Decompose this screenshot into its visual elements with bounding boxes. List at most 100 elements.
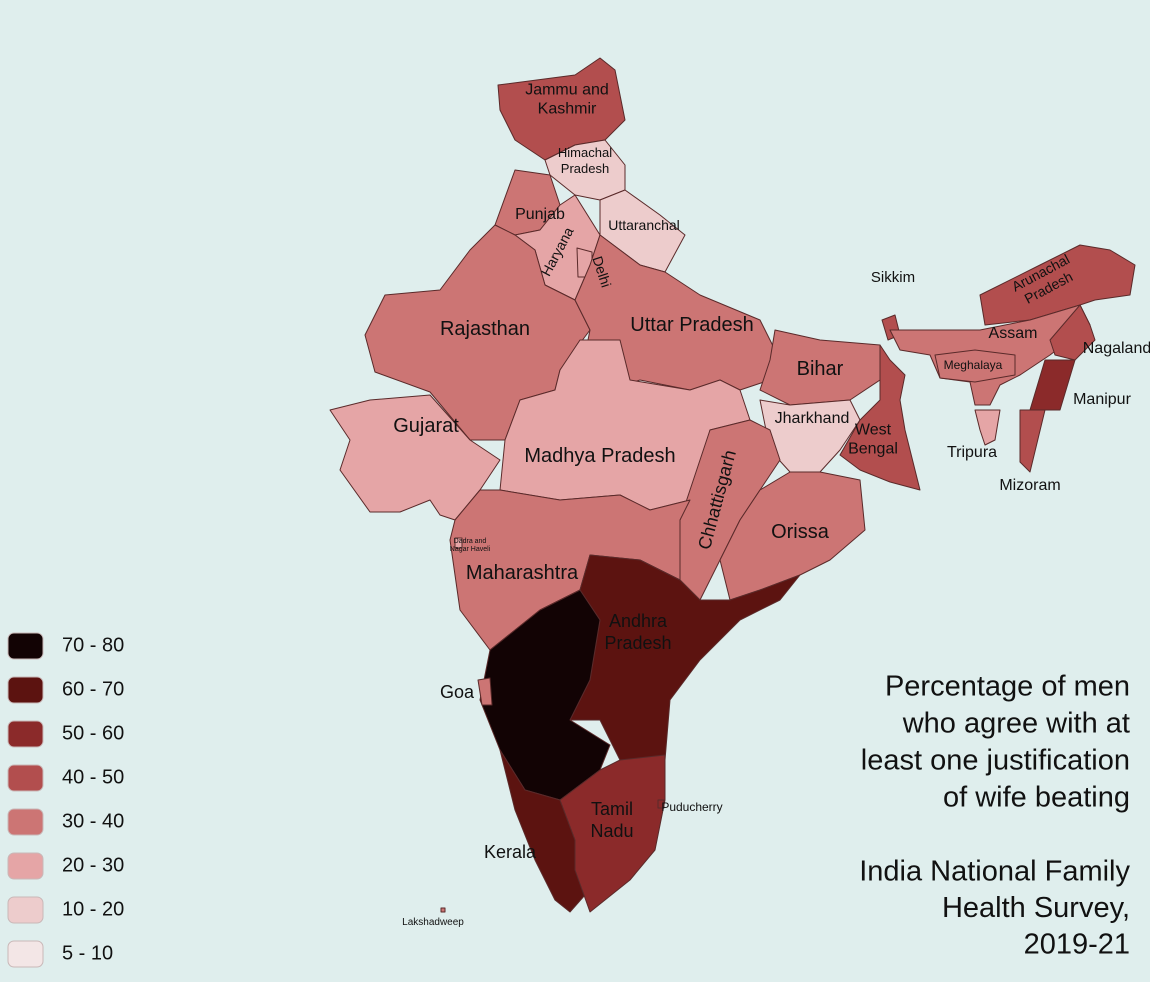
state-shape: [1029, 359, 1076, 411]
state-shape: [1019, 409, 1046, 473]
state-label: West Bengal: [848, 422, 898, 458]
legend: 70 - 80 60 - 70 50 - 60 40 - 50 30 - 40 20 - …: [7, 632, 124, 968]
label-line: Pradesh: [561, 161, 609, 176]
label-line: Jharkhand: [775, 410, 850, 427]
state-label: Lakshadweep: [402, 917, 464, 928]
state-label: Sikkim: [871, 269, 915, 286]
state-shape: [329, 394, 501, 521]
label-line: West: [855, 422, 892, 439]
states: [329, 57, 1136, 913]
source-line: India National Family: [859, 856, 1130, 888]
label-line: Kashmir: [538, 101, 597, 118]
legend-label: 30 - 40: [62, 810, 124, 832]
legend-swatch: [7, 632, 44, 660]
state-label: Kerala: [484, 842, 537, 862]
state-label: Tripura: [947, 444, 997, 461]
label-line: Tripura: [947, 444, 997, 461]
state-shape: [440, 907, 446, 913]
legend-swatch: [7, 720, 44, 748]
label-line: Orissa: [771, 521, 830, 543]
label-line: Madhya Pradesh: [524, 445, 675, 467]
legend-label: 50 - 60: [62, 722, 124, 744]
legend-label: 20 - 30: [62, 854, 124, 876]
label-line: Uttar Pradesh: [630, 314, 753, 336]
state-label: Puducherry: [661, 800, 722, 814]
legend-swatch: [7, 676, 44, 704]
state-label: Assam: [989, 325, 1038, 342]
state-shape: [559, 754, 666, 913]
state-shape: [454, 537, 463, 549]
state-shape: [499, 749, 586, 913]
legend-swatch: [7, 852, 44, 880]
state-shape: [974, 409, 1001, 446]
label-line: Rajasthan: [440, 318, 530, 340]
state-shape: [839, 344, 921, 491]
label-line: Himachal: [558, 146, 612, 161]
state-label: Jharkhand: [775, 410, 850, 427]
state-label: Madhya Pradesh: [524, 445, 675, 467]
state-shape: [934, 349, 1016, 383]
state-label: Andhra Pradesh: [604, 611, 671, 653]
state-label: Meghalaya: [944, 358, 1003, 372]
state-label: Bihar: [797, 358, 844, 380]
label-line: Assam: [989, 325, 1038, 342]
legend-label: 5 - 10: [62, 942, 113, 964]
label-line: Nadu: [590, 821, 633, 841]
state-label: Dadra and Nagar Haveli: [450, 538, 491, 553]
state-label: Maharashtra: [466, 562, 579, 584]
notes: Percentage of men who agree with at least …: [859, 671, 1130, 961]
legend-swatch: [7, 764, 44, 792]
label-line: Goa: [440, 682, 475, 702]
state-label: Rajasthan: [440, 318, 530, 340]
label-line: Bengal: [848, 441, 898, 458]
label-line: Kerala: [484, 842, 537, 862]
label-line: Sikkim: [871, 269, 915, 286]
label-line: Uttaranchal: [608, 217, 680, 233]
state-shape: [657, 799, 665, 809]
label-line: Punjab: [515, 206, 565, 223]
title-line: Percentage of men: [885, 671, 1130, 703]
legend-label: 60 - 70: [62, 678, 124, 700]
source-line: 2019-21: [1024, 929, 1130, 961]
label-line: Puducherry: [661, 800, 722, 814]
state-label: Punjab: [515, 206, 565, 223]
legend-label: 10 - 20: [62, 898, 124, 920]
state-label: Manipur: [1073, 391, 1131, 408]
state-label: Uttaranchal: [608, 217, 680, 233]
label-line: Mizoram: [999, 477, 1060, 494]
source-line: Health Survey,: [942, 892, 1130, 924]
label-line: Jammu and: [525, 82, 609, 99]
label-line: Nagaland: [1083, 340, 1150, 357]
state-shape: [719, 471, 866, 601]
label-line: Nagar Haveli: [450, 546, 491, 553]
state-shape: [477, 677, 493, 706]
state-shape: [979, 244, 1136, 326]
legend-swatch: [7, 940, 44, 968]
state-label: Goa: [440, 682, 475, 702]
label-line: Andhra: [609, 611, 668, 631]
legend-swatch: [7, 896, 44, 924]
legend-label: 40 - 50: [62, 766, 124, 788]
label-line: Lakshadweep: [402, 917, 464, 928]
label-line: Manipur: [1073, 391, 1131, 408]
label-line: Meghalaya: [944, 358, 1003, 372]
state-label: Gujarat: [393, 415, 459, 437]
label-line: Maharashtra: [466, 562, 579, 584]
label-line: Tamil: [591, 799, 633, 819]
label-line: Pradesh: [604, 633, 671, 653]
state-label: Nagaland: [1083, 340, 1150, 357]
title-line: least one justification: [861, 745, 1130, 777]
state-label: Jammu and Kashmir: [525, 82, 609, 118]
state-label: Tamil Nadu: [590, 799, 633, 841]
state-label: Uttar Pradesh: [630, 314, 753, 336]
label-line: Dadra and: [454, 538, 487, 545]
legend-swatch: [7, 808, 44, 836]
title-line: of wife beating: [943, 782, 1130, 814]
label-line: Bihar: [797, 358, 844, 380]
state-label: Orissa: [771, 521, 830, 543]
state-label: Himachal Pradesh: [558, 146, 612, 177]
title-line: who agree with at: [902, 708, 1130, 740]
label-line: Gujarat: [393, 415, 459, 437]
